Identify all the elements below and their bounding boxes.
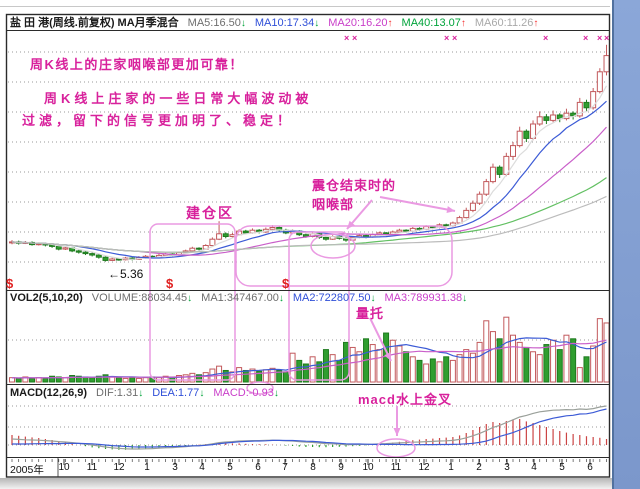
- axis-month-label: 5: [559, 462, 565, 473]
- annotation-shakeout-end-line2: 咽喉部: [312, 197, 355, 212]
- annotation-weekly-reliable: 周K线上的庄家咽喉部更加可靠！: [30, 57, 244, 72]
- axis-month-label: 1: [144, 462, 150, 473]
- ex-rights-x-marker: ×: [543, 33, 549, 43]
- window-bottom-shadow: [0, 478, 612, 489]
- stock-title: 盐 田 港(周线.前复权) MA月季混合: [10, 17, 179, 29]
- axis-month-label: 3: [172, 462, 178, 473]
- dividend-dollar-marker: $: [6, 276, 14, 291]
- vol-ma2-value: MA2:722807.50: [292, 292, 371, 304]
- dea-value: DEA:1.77: [152, 387, 200, 399]
- ex-rights-x-marker: ×: [452, 33, 458, 43]
- macd-value: MACD:-0.93: [213, 387, 274, 399]
- dividend-dollar-marker: $: [166, 276, 174, 291]
- annotation-shakeout-end-line1: 震仓结束时的: [312, 178, 397, 193]
- window-frame: [5, 13, 611, 478]
- ex-rights-x-marker: ×: [597, 33, 603, 43]
- annotation-filtered-line1: 周K线上庄家的一些日常大幅波动被: [44, 91, 313, 106]
- ma20-trend-arrow-icon: ↑: [387, 18, 393, 29]
- axis-month-label: 6: [587, 462, 593, 473]
- axis-ticks: [11, 458, 607, 477]
- kline-header: 盐 田 港(周线.前复权) MA月季混合 MA5:16.50↓ MA10:17.34…: [10, 17, 538, 30]
- macd-indicator-name: MACD(12,26,9): [10, 387, 88, 399]
- low-price-label: ←5.36: [108, 267, 144, 281]
- ma60-trend-arrow-icon: ↑: [533, 18, 539, 29]
- annotation-filtered-line2: 过滤，留下的信号更加明了、稳定！: [22, 113, 295, 128]
- axis-year-label: 2005年: [10, 464, 44, 476]
- axis-month-label: 8: [310, 462, 316, 473]
- annotation-accumulation-zone: 建仓区: [186, 205, 234, 221]
- annotation-macd-golden-cross: macd水上金叉: [358, 392, 452, 407]
- ex-rights-x-marker: ×: [344, 33, 350, 43]
- macd-trend-arrow-icon: ↓: [273, 388, 279, 399]
- macd-header: MACD(12,26,9) DIF:1.31↓ DEA:1.77↓ MACD:-0.9…: [10, 387, 279, 400]
- axis-month-label: 2: [476, 462, 482, 473]
- pink-annotation-shapes: [149, 196, 456, 458]
- ex-rights-x-marker: ×: [604, 33, 610, 43]
- axis-month-label: 3: [504, 462, 510, 473]
- axis-month-label: 10: [58, 462, 70, 473]
- axis-month-label: 4: [199, 462, 205, 473]
- ma5-value: MA5:16.50: [187, 17, 241, 29]
- volume-value: VOLUME:88034.45: [91, 292, 188, 304]
- vol-ma3-value: MA3:789931.38: [384, 292, 463, 304]
- axis-month-label: 5: [227, 462, 233, 473]
- ex-rights-x-marker: ×: [352, 33, 358, 43]
- dif-trend-arrow-icon: ↓: [138, 388, 144, 399]
- dea-trend-arrow-icon: ↓: [199, 388, 205, 399]
- volume-trend-arrow-icon: ↓: [187, 293, 193, 304]
- ma10-trend-arrow-icon: ↓: [314, 18, 320, 29]
- volume-indicator-name: VOL2(5,10,20): [10, 292, 83, 304]
- ex-rights-x-marker: ×: [583, 33, 589, 43]
- axis-month-label: 11: [390, 462, 402, 473]
- ma5-trend-arrow-icon: ↓: [240, 18, 246, 29]
- vol-ma1-value: MA1:347467.00: [201, 292, 279, 304]
- vol-ma1-trend-arrow-icon: ↓: [278, 293, 284, 304]
- ma40-value: MA40:13.07: [401, 17, 461, 29]
- page-top-rule: [0, 6, 610, 7]
- dividend-dollar-marker: $: [282, 276, 290, 291]
- axis-month-label: 7: [282, 462, 288, 473]
- volume-header: VOL2(5,10,20) VOLUME:88034.45↓ MA1:347467.…: [10, 292, 467, 305]
- annotation-volume-support: 量托: [356, 306, 385, 321]
- axis-month-label: 9: [338, 462, 344, 473]
- volume-pane: [9, 316, 610, 383]
- vol-ma2-trend-arrow-icon: ↓: [370, 293, 376, 304]
- ex-rights-x-marker: ×: [444, 33, 450, 43]
- macd-pane: [11, 405, 608, 450]
- axis-month-label: 6: [255, 462, 261, 473]
- axis-month-label: 4: [531, 462, 537, 473]
- axis-month-label: 11: [86, 462, 98, 473]
- vol-ma3-trend-arrow-icon: ↓: [462, 293, 468, 304]
- axis-month-label: 12: [418, 462, 430, 473]
- ma60-value: MA60:11.26: [474, 17, 534, 29]
- axis-month-label: 10: [362, 462, 374, 473]
- desktop-background: [612, 0, 640, 489]
- ma10-value: MA10:17.34: [254, 17, 315, 29]
- dif-value: DIF:1.31: [96, 387, 139, 399]
- ma40-trend-arrow-icon: ↑: [460, 18, 466, 29]
- ma20-value: MA20:16.20: [328, 17, 388, 29]
- axis-month-label: 12: [113, 462, 125, 473]
- axis-month-label: 1: [448, 462, 454, 473]
